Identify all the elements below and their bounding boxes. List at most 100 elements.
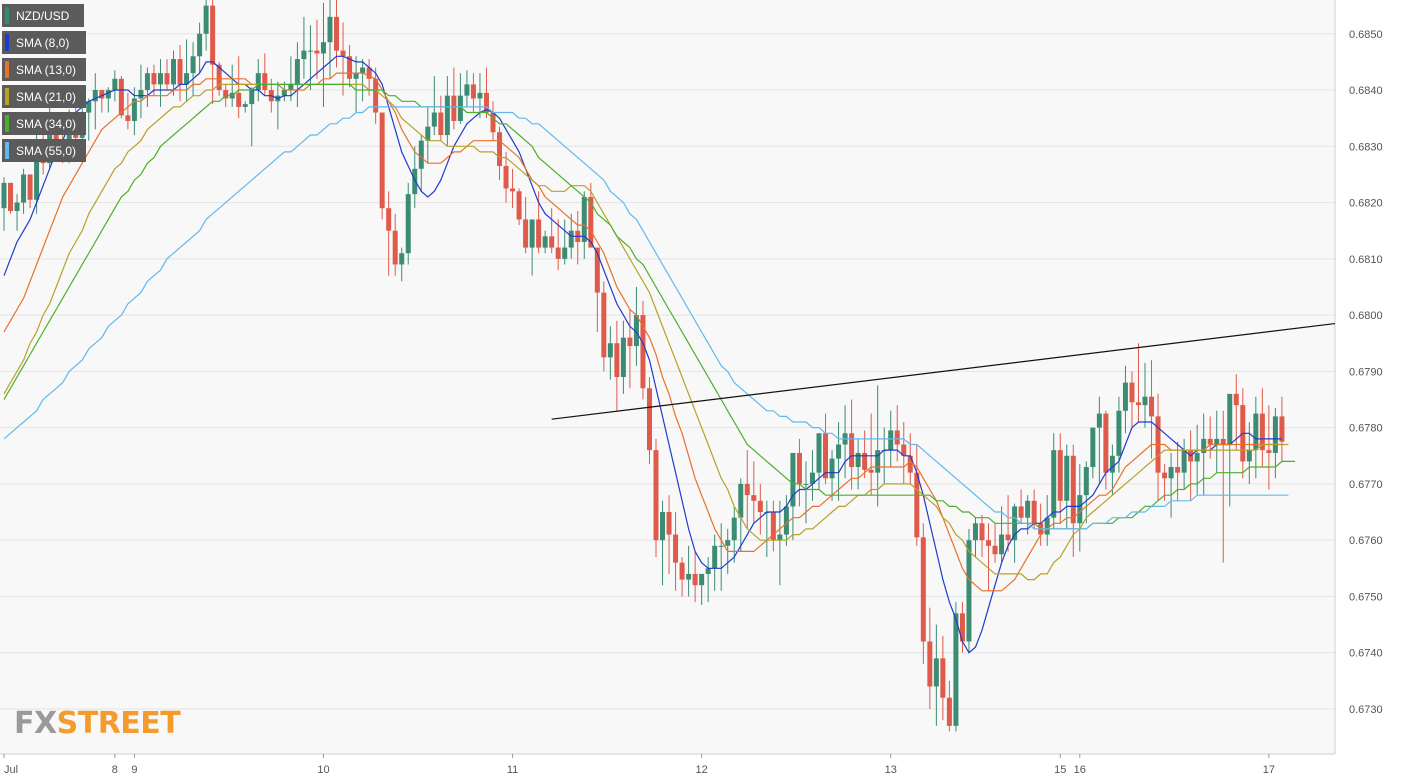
candle-body bbox=[112, 78, 118, 91]
legend-swatch bbox=[5, 88, 9, 105]
candle-body bbox=[144, 73, 150, 91]
y-tick-label: 0.6770 bbox=[1349, 479, 1383, 491]
legend-item-sma55[interactable]: SMA (55,0) bbox=[2, 139, 87, 162]
candle-body bbox=[210, 5, 216, 65]
candle-body bbox=[1129, 382, 1135, 403]
candle-body bbox=[1018, 506, 1024, 518]
candle-body bbox=[1044, 517, 1050, 535]
plot-area bbox=[0, 0, 1335, 754]
y-tick-label: 0.6790 bbox=[1349, 366, 1383, 378]
candle-body bbox=[27, 174, 33, 200]
logo-street: STREET bbox=[56, 706, 181, 741]
y-tick-label: 0.6820 bbox=[1349, 198, 1383, 210]
candle-body bbox=[379, 112, 385, 209]
candle-body bbox=[712, 545, 718, 569]
legend-item-sma34[interactable]: SMA (34,0) bbox=[2, 112, 87, 135]
candle-body bbox=[920, 537, 926, 642]
candle-body bbox=[731, 517, 737, 541]
candle-body bbox=[470, 84, 476, 99]
candle-body bbox=[1103, 413, 1109, 473]
candle-body bbox=[1005, 534, 1011, 541]
candle-body bbox=[118, 78, 124, 116]
y-tick-label: 0.6810 bbox=[1349, 254, 1383, 266]
candle-body bbox=[594, 247, 600, 293]
sma-line-3 bbox=[3, 83, 1289, 581]
legend-swatch bbox=[5, 61, 9, 78]
candle-body bbox=[790, 452, 796, 507]
legend-swatch bbox=[5, 115, 9, 132]
legend-label: SMA (8,0) bbox=[16, 35, 70, 50]
legend-label: SMA (21,0) bbox=[16, 89, 77, 104]
candle-body bbox=[1149, 396, 1155, 417]
x-tick-label: 17 bbox=[1263, 764, 1275, 776]
candle-body bbox=[1122, 382, 1128, 411]
legend-item-sma13[interactable]: SMA (13,0) bbox=[2, 58, 87, 81]
candle-body bbox=[157, 73, 163, 85]
legend-swatch bbox=[5, 142, 9, 159]
candle-body bbox=[1220, 438, 1226, 445]
legend-item-sma21[interactable]: SMA (21,0) bbox=[2, 85, 87, 108]
candle-body bbox=[1201, 438, 1207, 453]
candle-body bbox=[744, 483, 750, 496]
candle-body bbox=[21, 174, 27, 203]
candle-body bbox=[1253, 413, 1259, 451]
candle-body bbox=[1077, 495, 1083, 524]
candle-body bbox=[1162, 472, 1168, 479]
candle-body bbox=[907, 455, 913, 473]
candle-body bbox=[666, 512, 672, 535]
candle-body bbox=[1207, 438, 1213, 445]
candle-body bbox=[1083, 467, 1089, 496]
grid-lines bbox=[0, 33, 1335, 710]
y-tick-label: 0.6750 bbox=[1349, 591, 1383, 603]
candle-body bbox=[1181, 450, 1187, 473]
candle-body bbox=[314, 50, 320, 54]
candle-body bbox=[751, 495, 757, 501]
candle-body bbox=[581, 196, 587, 242]
sma-line-5 bbox=[3, 106, 1289, 530]
candle-body bbox=[425, 126, 431, 141]
candle-body bbox=[568, 230, 574, 248]
candle-body bbox=[1031, 500, 1037, 524]
candle-body bbox=[888, 430, 894, 451]
candle-body bbox=[483, 92, 489, 113]
candle-body bbox=[464, 84, 470, 96]
candle-body bbox=[940, 658, 946, 698]
candle-body bbox=[549, 236, 555, 248]
candle-body bbox=[959, 613, 965, 642]
candle-body bbox=[477, 92, 483, 99]
legend-label: NZD/USD bbox=[16, 8, 70, 23]
candle-body bbox=[320, 42, 326, 54]
candle-body bbox=[673, 534, 679, 563]
candle-body bbox=[816, 433, 822, 473]
candle-body bbox=[738, 483, 744, 518]
candle-body bbox=[431, 112, 437, 127]
legend: NZD/USD SMA (8,0) SMA (13,0) SMA (21,0) … bbox=[2, 4, 87, 162]
candle-body bbox=[862, 452, 868, 470]
candle-body bbox=[334, 16, 340, 51]
legend-label: SMA (55,0) bbox=[16, 143, 77, 158]
candle-body bbox=[1233, 393, 1239, 406]
legend-item-sma8[interactable]: SMA (8,0) bbox=[2, 31, 87, 54]
candle-body bbox=[614, 343, 620, 377]
candle-body bbox=[933, 658, 939, 687]
candle-body bbox=[510, 188, 516, 192]
candle-body bbox=[223, 90, 229, 99]
candle-body bbox=[203, 5, 209, 34]
candle-body bbox=[725, 540, 731, 546]
candle-body bbox=[1064, 455, 1070, 501]
legend-item-nzdusd[interactable]: NZD/USD bbox=[2, 4, 84, 27]
candle-body bbox=[699, 573, 705, 586]
candle-body bbox=[536, 219, 542, 248]
candle-body bbox=[14, 202, 20, 212]
candle-body bbox=[1109, 455, 1115, 473]
candle-body bbox=[809, 472, 815, 484]
candle-body bbox=[8, 182, 14, 212]
fxstreet-logo: FXSTREET bbox=[14, 706, 181, 741]
candle-body bbox=[1096, 413, 1102, 428]
candle-body bbox=[288, 84, 294, 91]
candle-body bbox=[894, 430, 900, 445]
candle-body bbox=[255, 73, 261, 91]
candle-body bbox=[529, 219, 535, 248]
candle-body bbox=[620, 337, 626, 377]
